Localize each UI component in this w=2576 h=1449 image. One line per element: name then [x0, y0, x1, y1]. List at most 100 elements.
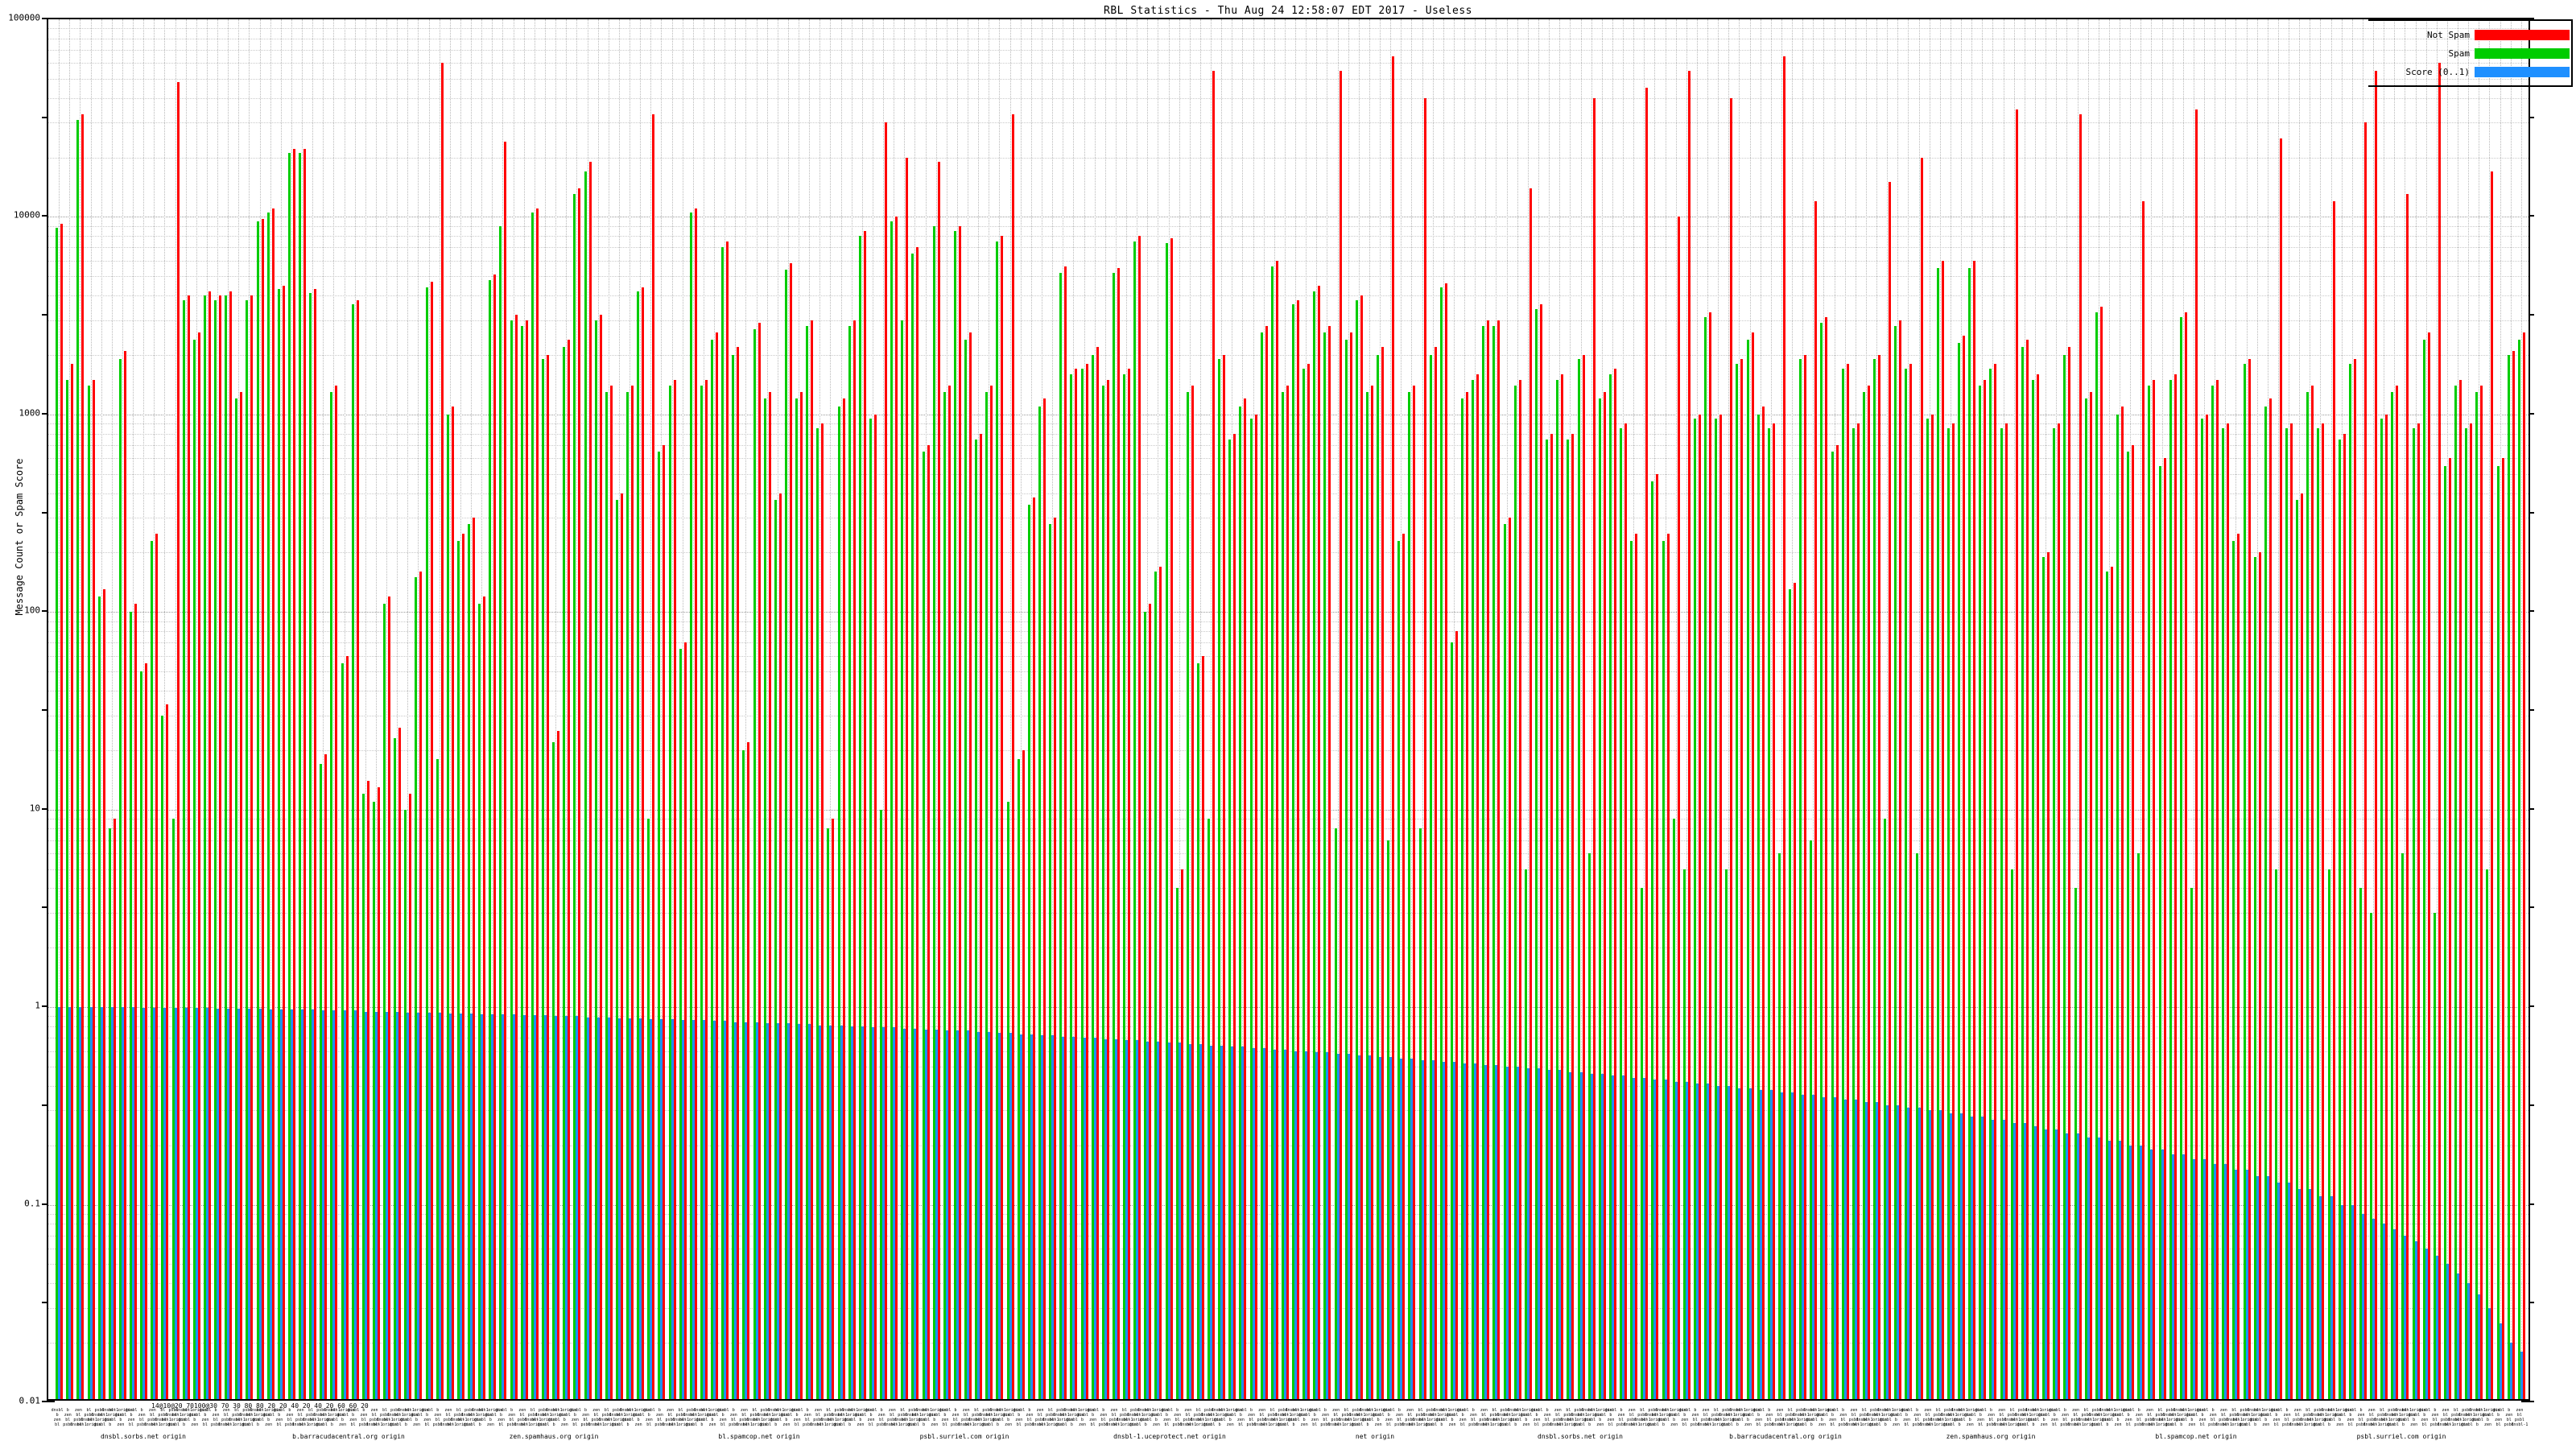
bar-spam	[2085, 398, 2087, 1399]
bar-score	[2150, 1150, 2154, 1399]
legend-label-not-spam: Not Spam	[2427, 29, 2470, 40]
x-tick-label: zen	[1226, 1422, 1234, 1427]
bar-score	[1717, 1085, 1721, 1399]
x-tick-label: psbl	[2017, 1408, 2028, 1413]
x-tick-label: b	[489, 1418, 492, 1422]
x-tick-label: bl	[2421, 1422, 2427, 1427]
bar-score	[2425, 1249, 2429, 1399]
x-tick-label: b	[2264, 1418, 2268, 1422]
x-tick-label: dnsbl	[2249, 1418, 2262, 1422]
x-tick-label: bl	[445, 1413, 451, 1418]
y-tick-mark-minor	[2527, 116, 2534, 118]
bar-not-spam	[303, 149, 306, 1399]
x-tick-label: bl	[1555, 1413, 1561, 1418]
x-tick-label: psbl	[1468, 1422, 1479, 1427]
x-tick-label: b	[2211, 1408, 2215, 1413]
x-tick-label: dnsbl	[1868, 1422, 1881, 1427]
bar-not-spam	[2269, 398, 2272, 1399]
bar-not-spam	[948, 385, 951, 1399]
x-tick-label: dnsbl-1	[1559, 1418, 1577, 1422]
bar-score	[608, 1017, 612, 1399]
bar-score	[1855, 1100, 1859, 1399]
x-tick-label: zen	[1976, 1418, 1984, 1422]
x-tick-label: zen	[212, 1413, 220, 1418]
x-tick-label: net origin	[256, 1408, 281, 1413]
x-tick-label: dnsbl-1	[683, 1413, 700, 1418]
x-tick-label: dnsbl-1	[1728, 1408, 1746, 1413]
bar-spam	[2413, 428, 2415, 1399]
bar-spam	[161, 715, 163, 1399]
x-tick-label: b	[404, 1422, 407, 1427]
bar-not-spam	[1170, 237, 1173, 1399]
bar-spam	[911, 254, 914, 1399]
bar-score	[2319, 1196, 2323, 1399]
bar-score	[1326, 1052, 1330, 1399]
bar-spam	[478, 604, 481, 1399]
bar-not-spam	[272, 208, 275, 1399]
x-tick-label: b	[1620, 1408, 1623, 1413]
bar-not-spam	[1909, 364, 1912, 1399]
bar-spam	[563, 346, 565, 1399]
x-tick-label: dnsbl	[2112, 1413, 2124, 1418]
bar-not-spam	[895, 217, 898, 1399]
bar-spam	[341, 663, 344, 1399]
bar-not-spam	[1699, 414, 1701, 1399]
bar-score	[703, 1020, 707, 1399]
x-tick-label: net origin	[626, 1408, 651, 1413]
x-tick-label: dnsbl	[537, 1422, 550, 1427]
bar-score	[713, 1021, 717, 1399]
bar-not-spam	[1889, 182, 1891, 1399]
x-tick-label: b	[1018, 1413, 1021, 1418]
bar-not-spam	[1033, 497, 1035, 1399]
x-tick-label: bl	[1914, 1418, 1920, 1422]
x-tick-label: net origin	[171, 1413, 196, 1418]
x-tick-label: psbl	[2240, 1408, 2250, 1413]
bar-score	[2087, 1137, 2091, 1399]
x-tick-label: dnsbl-1	[1919, 1422, 1937, 1427]
bar-spam	[2285, 428, 2288, 1399]
bar-score	[1125, 1040, 1129, 1399]
bar-score	[1179, 1042, 1183, 1399]
x-tick-label: zen	[708, 1422, 716, 1427]
bar-not-spam	[938, 162, 940, 1399]
bar-not-spam	[431, 281, 433, 1399]
bar-score	[1781, 1092, 1785, 1399]
x-tick-label: psbl	[1616, 1422, 1627, 1427]
x-tick-label: psbl	[1542, 1422, 1553, 1427]
x-tick-label: zen	[349, 1418, 357, 1422]
bar-not-spam	[1297, 299, 1299, 1399]
x-tick-label: net origin	[2380, 1418, 2405, 1422]
x-tick-label: dnsbl-1	[1200, 1413, 1218, 1418]
x-tick-label: dnsbl-1	[1792, 1413, 1810, 1418]
bar-score	[2436, 1256, 2440, 1399]
x-tick-label: bl	[2506, 1418, 2512, 1422]
x-tick-label: dnsbl	[1361, 1418, 1374, 1422]
bar-not-spam	[452, 406, 454, 1399]
x-tick-label: zen	[191, 1422, 199, 1427]
x-tick-label: net origin	[1778, 1422, 1803, 1427]
bar-spam	[1842, 369, 1844, 1399]
bar-not-spam	[398, 727, 401, 1399]
x-tick-label: dnsbl-1	[365, 1422, 383, 1427]
x-tick-label: b	[2053, 1413, 2056, 1418]
bar-spam	[1768, 428, 1770, 1399]
x-tick-label: zen	[2219, 1408, 2227, 1413]
x-tick-label: bl	[1185, 1413, 1191, 1418]
x-tick-label: b	[510, 1408, 514, 1413]
x-tick-label: psbl	[506, 1422, 517, 1427]
bar-score	[58, 1007, 62, 1399]
bar-spam	[1820, 323, 1823, 1399]
x-tick-label: zen	[74, 1408, 82, 1413]
x-tick-label: net origin	[2391, 1413, 2416, 1418]
x-tick-label: net origin	[594, 1422, 619, 1427]
x-tick-label: bl	[139, 1418, 145, 1422]
x-tick-label: dnsbl	[991, 1418, 1005, 1422]
x-tick-label: b	[214, 1408, 217, 1413]
x-tick-label: bl	[1861, 1408, 1867, 1413]
bar-not-spam	[2406, 194, 2409, 1399]
bar-not-spam	[2132, 444, 2134, 1399]
bar-score	[1558, 1070, 1563, 1399]
x-tick-label: bl	[826, 1408, 832, 1413]
x-tick-label: zen	[265, 1422, 273, 1427]
x-tick-label: b	[1472, 1408, 1475, 1413]
